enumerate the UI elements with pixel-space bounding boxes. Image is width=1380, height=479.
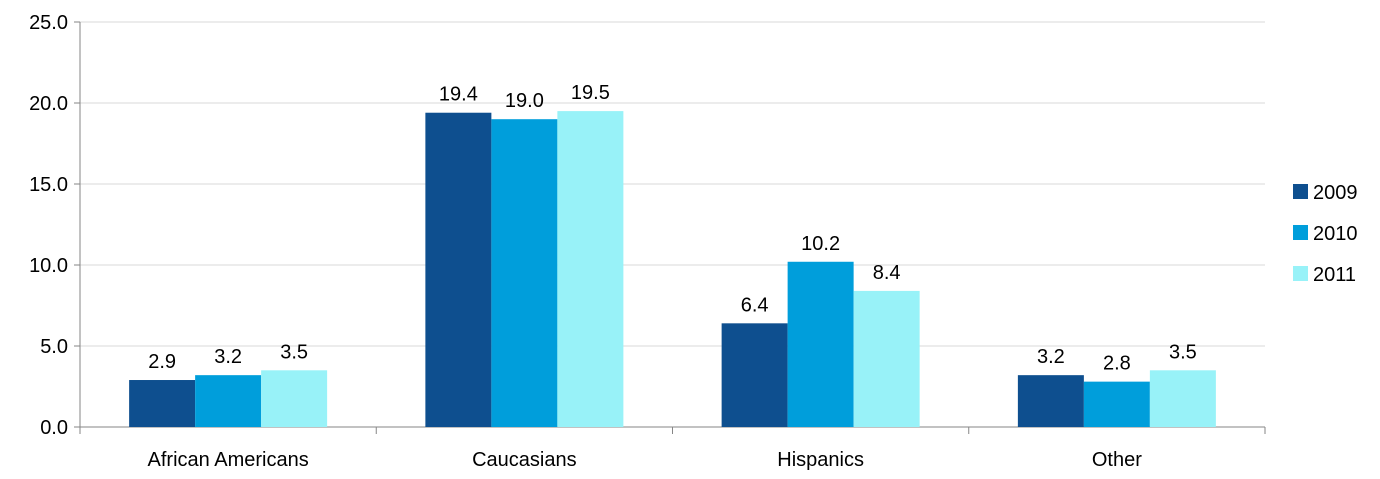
bar-2009 [1017, 375, 1084, 427]
bar-2010 [1083, 381, 1150, 427]
y-tick-label: 10.0 [29, 255, 68, 277]
bar-2009 [129, 380, 196, 427]
bar-2011 [261, 370, 328, 427]
y-tick-label: 5.0 [40, 336, 68, 358]
category-label: Other [1092, 449, 1142, 471]
data-label: 10.2 [801, 233, 840, 255]
y-tick-label: 15.0 [29, 174, 68, 196]
category-label: Hispanics [777, 449, 864, 471]
legend-swatch-2011 [1293, 266, 1308, 281]
data-label: 3.5 [1169, 341, 1197, 363]
y-tick-label: 25.0 [29, 12, 68, 34]
bar-2011 [557, 111, 624, 427]
data-label: 3.2 [1037, 346, 1065, 368]
data-label: 19.5 [571, 82, 610, 104]
data-label: 3.5 [280, 341, 308, 363]
y-tick-label: 0.0 [40, 417, 68, 439]
data-label: 19.4 [439, 84, 478, 106]
data-label: 6.4 [741, 294, 769, 316]
bar-2011 [853, 290, 920, 427]
y-tick-label: 20.0 [29, 93, 68, 115]
data-label: 19.0 [505, 90, 544, 112]
legend-label: 2011 [1313, 264, 1356, 286]
category-label: African Americans [148, 449, 309, 471]
bar-2009 [721, 323, 788, 427]
legend-label: 2009 [1313, 182, 1358, 204]
category-label: Caucasians [472, 449, 577, 471]
bar-2010 [195, 375, 262, 427]
bar-2010 [787, 261, 854, 427]
data-label: 8.4 [873, 262, 901, 284]
bar-2011 [1149, 370, 1216, 427]
data-label: 3.2 [214, 346, 242, 368]
bar-2010 [491, 119, 558, 427]
data-label: 2.9 [148, 351, 176, 373]
bar-2009 [425, 112, 492, 427]
legend-swatch-2009 [1293, 184, 1308, 199]
legend-swatch-2010 [1293, 225, 1308, 240]
legend-label: 2010 [1313, 223, 1358, 245]
data-label: 2.8 [1103, 353, 1131, 375]
